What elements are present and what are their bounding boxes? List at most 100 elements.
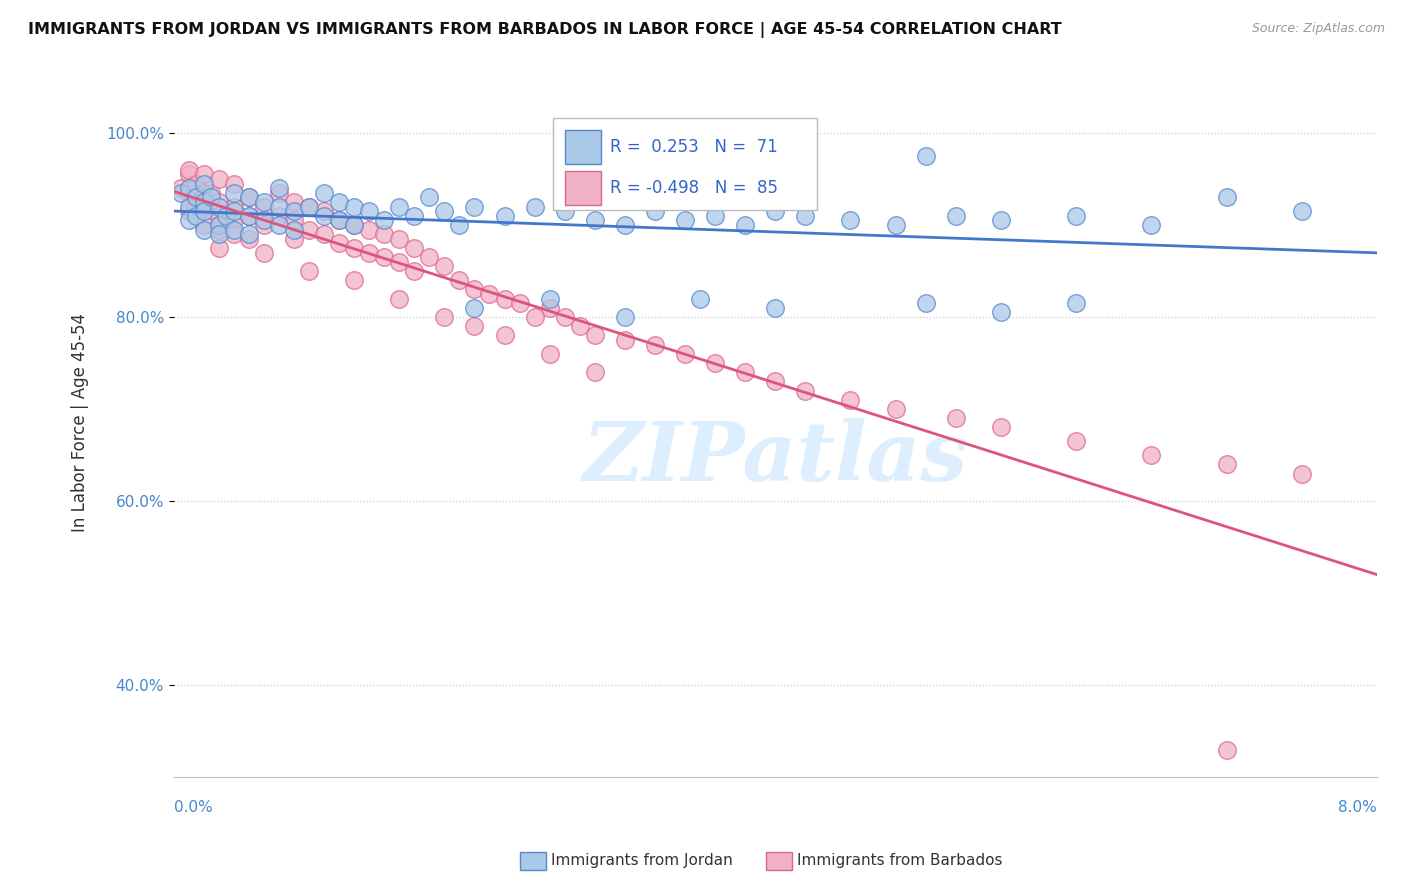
Point <box>193 194 215 209</box>
Point <box>359 204 381 219</box>
Point <box>298 200 321 214</box>
Point <box>238 190 260 204</box>
Point <box>689 292 711 306</box>
Point <box>170 186 193 200</box>
Text: Source: ZipAtlas.com: Source: ZipAtlas.com <box>1251 22 1385 36</box>
Point <box>283 204 305 219</box>
Point <box>404 241 426 255</box>
Point <box>238 209 260 223</box>
Point <box>433 310 456 324</box>
Point <box>177 200 200 214</box>
Point <box>463 200 485 214</box>
Point <box>990 213 1012 227</box>
Point <box>222 200 245 214</box>
Point <box>884 218 907 232</box>
Point <box>463 301 485 315</box>
FancyBboxPatch shape <box>553 118 817 211</box>
Point <box>1064 209 1087 223</box>
Point <box>613 310 636 324</box>
Point <box>208 172 231 186</box>
Point <box>1215 190 1237 204</box>
Point <box>554 310 576 324</box>
Point <box>253 213 276 227</box>
Point <box>312 227 335 242</box>
Point <box>208 209 231 223</box>
Point <box>463 319 485 334</box>
Point <box>538 301 561 315</box>
Point <box>267 200 290 214</box>
Point <box>343 200 366 214</box>
Point <box>177 213 200 227</box>
Point <box>238 227 260 242</box>
Point <box>312 204 335 219</box>
Point <box>494 292 516 306</box>
Point <box>208 194 231 209</box>
Point <box>253 218 276 232</box>
Point <box>186 190 208 204</box>
Point <box>298 222 321 236</box>
Point <box>373 250 395 264</box>
Point <box>267 209 290 223</box>
Point <box>283 213 305 227</box>
Point <box>1291 204 1313 219</box>
Text: R = -0.498   N =  85: R = -0.498 N = 85 <box>610 178 779 196</box>
Text: IMMIGRANTS FROM JORDAN VS IMMIGRANTS FROM BARBADOS IN LABOR FORCE | AGE 45-54 CO: IMMIGRANTS FROM JORDAN VS IMMIGRANTS FRO… <box>28 22 1062 38</box>
Point <box>359 245 381 260</box>
Point <box>794 209 817 223</box>
Point <box>177 162 200 177</box>
Bar <box>565 130 600 164</box>
Point <box>388 292 411 306</box>
Point <box>373 227 395 242</box>
Point <box>583 365 606 379</box>
Point <box>208 218 231 232</box>
Point <box>193 200 215 214</box>
Point <box>298 200 321 214</box>
Point <box>328 194 350 209</box>
Point <box>283 222 305 236</box>
Point <box>343 273 366 287</box>
Point <box>253 245 276 260</box>
Point <box>222 186 245 200</box>
Y-axis label: In Labor Force | Age 45-54: In Labor Force | Age 45-54 <box>72 313 89 533</box>
Point <box>404 209 426 223</box>
Point <box>839 392 862 407</box>
Point <box>177 181 200 195</box>
Point <box>208 200 231 214</box>
Point <box>449 218 471 232</box>
Point <box>238 232 260 246</box>
Point <box>359 222 381 236</box>
Point <box>449 273 471 287</box>
Point <box>418 190 440 204</box>
Point <box>1140 448 1163 462</box>
Point <box>509 296 531 310</box>
Point <box>177 186 200 200</box>
Point <box>193 186 215 200</box>
Point <box>193 222 215 236</box>
Point <box>583 213 606 227</box>
Point <box>538 347 561 361</box>
Point <box>404 264 426 278</box>
Point <box>990 305 1012 319</box>
Point <box>1215 458 1237 472</box>
Point <box>914 149 936 163</box>
Point <box>763 204 786 219</box>
Text: ZIPatlas: ZIPatlas <box>582 418 969 499</box>
Point <box>794 384 817 398</box>
Point <box>388 200 411 214</box>
Point <box>267 181 290 195</box>
Point <box>177 167 200 181</box>
Point <box>763 301 786 315</box>
Point <box>193 218 215 232</box>
Point <box>644 204 666 219</box>
Point <box>283 232 305 246</box>
Point <box>186 200 208 214</box>
Text: R =  0.253   N =  71: R = 0.253 N = 71 <box>610 138 778 156</box>
Point <box>494 328 516 343</box>
Point <box>208 218 231 232</box>
Point <box>554 204 576 219</box>
Point <box>538 292 561 306</box>
Point <box>193 167 215 181</box>
Point <box>418 250 440 264</box>
Point <box>1215 742 1237 756</box>
Point <box>523 310 546 324</box>
